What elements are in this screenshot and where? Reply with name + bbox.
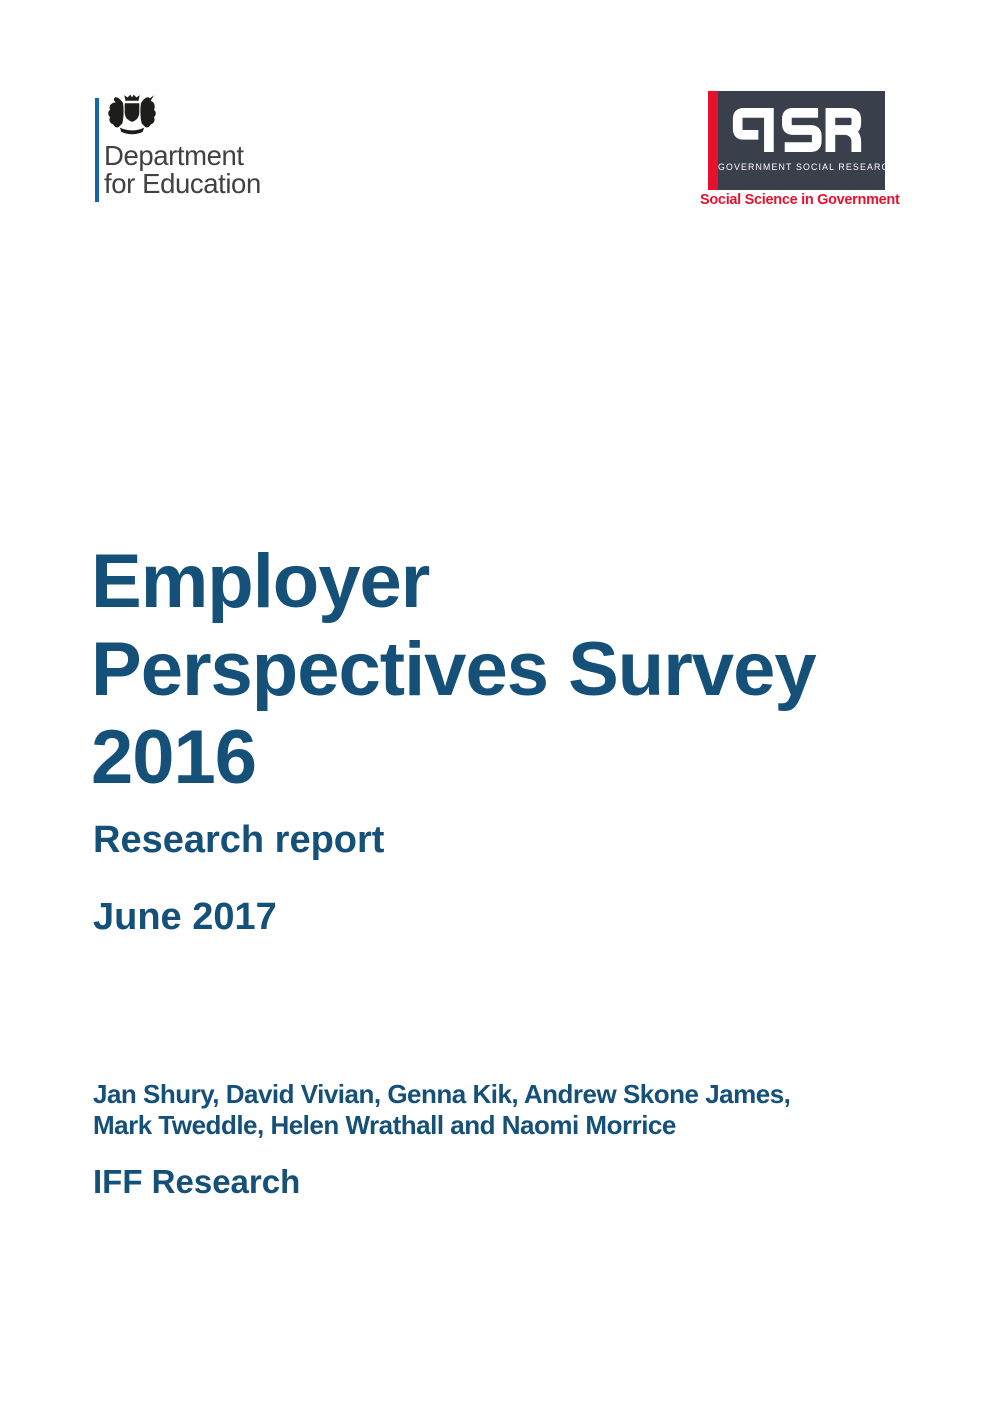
dfe-logo-line2: for Education xyxy=(104,168,261,199)
dfe-logo: Department for Education xyxy=(95,91,335,206)
dfe-logo-bar xyxy=(95,98,99,202)
organisation-name: IFF Research xyxy=(93,1163,301,1200)
gsr-logo: GOVERNMENT SOCIAL RESEARCH Social Scienc… xyxy=(700,91,900,213)
gsr-caption: GOVERNMENT SOCIAL RESEARCH xyxy=(718,162,897,172)
dfe-logo-text: Department for Education xyxy=(104,142,261,198)
report-title-line2: Perspectives Survey xyxy=(91,627,817,712)
authors-line1: Jan Shury, David Vivian, Genna Kik, Andr… xyxy=(93,1079,791,1109)
authors-line2: Mark Tweddle, Helen Wrathall and Naomi M… xyxy=(93,1110,676,1140)
dfe-logo-line1: Department xyxy=(104,140,244,171)
report-title-line1: Employer xyxy=(91,539,430,624)
gsr-logo-red-stripe xyxy=(708,91,718,190)
publication-date: June 2017 xyxy=(93,896,277,938)
authors: Jan Shury, David Vivian, Genna Kik, Andr… xyxy=(93,1079,791,1141)
report-subtitle: Research report xyxy=(93,819,385,861)
report-title: Employer Perspectives Survey 2016 xyxy=(91,538,817,802)
gsr-acronym-icon xyxy=(732,105,862,160)
royal-crest-icon xyxy=(106,93,158,146)
gsr-tagline: Social Science in Government xyxy=(700,192,900,208)
gsr-logo-box: GOVERNMENT SOCIAL RESEARCH xyxy=(708,91,897,190)
report-title-line3: 2016 xyxy=(91,715,257,800)
